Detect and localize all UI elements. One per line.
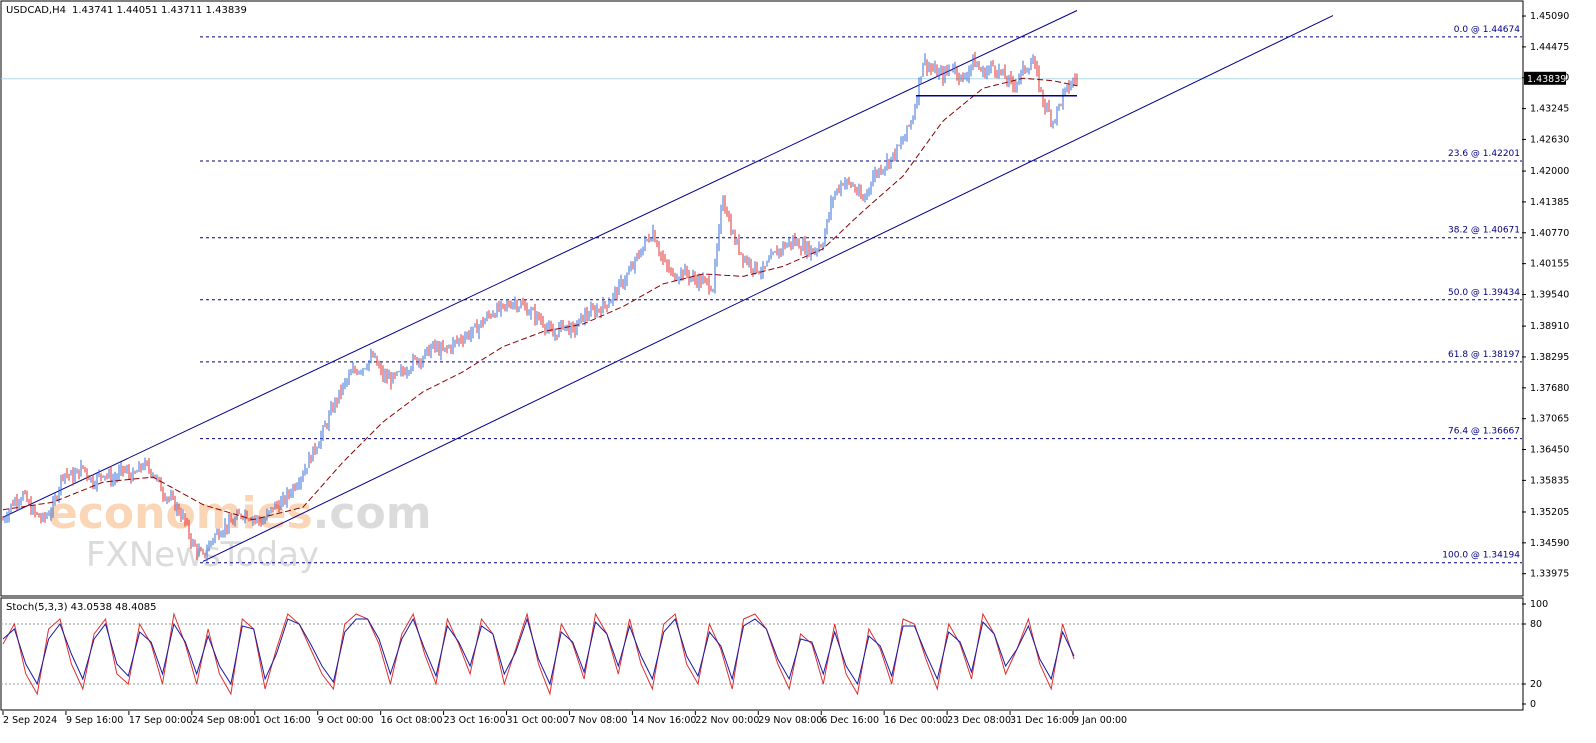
time-tick-label: 31 Oct 00:00: [507, 715, 569, 726]
price-tick-label: 1.37680: [1530, 383, 1569, 394]
watermark-economies: economies: [48, 488, 313, 539]
time-tick-label: 23 Dec 08:00: [947, 715, 1011, 726]
fib-level-label: 0.0 @ 1.44674: [1454, 25, 1521, 35]
price-tick-label: 1.39540: [1530, 289, 1569, 300]
stoch-panel-frame: [0, 597, 1524, 711]
time-tick-label: 31 Dec 16:00: [1010, 715, 1074, 726]
time-tick-label: 24 Sep 08:00: [192, 715, 255, 726]
current-price-tag: 1.43839: [1524, 71, 1566, 85]
time-tick-label: 16 Oct 08:00: [381, 715, 443, 726]
fib-level-label: 38.2 @ 1.40671: [1448, 226, 1520, 236]
time-tick-label: 7 Nov 08:00: [569, 715, 627, 726]
stoch-tick-label: 20: [1530, 679, 1542, 690]
channel-lower-line: [202, 15, 1334, 562]
price-tick-label: 1.42630: [1530, 134, 1569, 145]
stoch-tick-label: 100: [1530, 599, 1548, 610]
stochastic-oscillator: 100 80 20 0: [1, 599, 1548, 710]
watermark: economies.com FXNewsToday: [48, 488, 432, 575]
fibonacci-levels: 0.0 @ 1.44674 23.6 @ 1.42201 38.2 @ 1.4067…: [200, 25, 1522, 564]
watermark-dotcom: .com: [313, 488, 432, 539]
stoch-signal-line: [2, 617, 1075, 686]
time-tick-label: 6 Dec 16:00: [821, 715, 879, 726]
watermark-fxnewstoday: FXNewsToday: [86, 535, 319, 575]
stoch-tick-label: 0: [1530, 699, 1536, 710]
price-tick-label: 1.33975: [1530, 569, 1569, 580]
price-tick-label: 1.42000: [1530, 166, 1569, 177]
stoch-tick-label: 80: [1530, 619, 1542, 630]
price-bars: [2, 51, 1078, 562]
price-tick-label: 1.45090: [1530, 11, 1569, 22]
price-tick-label: 1.38910: [1530, 321, 1569, 332]
stoch-header: Stoch(5,3,3) 43.0538 48.4085: [6, 602, 157, 613]
price-channel: [2, 10, 1334, 562]
time-tick-label: 9 Jan 00:00: [1073, 715, 1127, 726]
time-tick-label: 2 Sep 2024: [3, 715, 57, 726]
time-tick-label: 1 Oct 16:00: [255, 715, 311, 726]
time-tick-label: 17 Sep 00:00: [129, 715, 192, 726]
price-tick-label: 1.41385: [1530, 197, 1569, 208]
stoch-main-line: [2, 612, 1075, 696]
price-tick-label: 1.40770: [1530, 228, 1569, 239]
price-tick-label: 1.44475: [1530, 42, 1569, 53]
price-tick-label: 1.40155: [1530, 259, 1569, 270]
time-tick-label: 29 Nov 08:00: [758, 715, 822, 726]
fib-level-label: 23.6 @ 1.42201: [1448, 149, 1520, 159]
time-tick-label: 14 Nov 16:00: [632, 715, 696, 726]
price-tick-label: 1.35205: [1530, 507, 1569, 518]
price-tick-label: 1.43245: [1530, 104, 1569, 115]
time-tick-label: 16 Dec 00:00: [884, 715, 948, 726]
moving-average: [2, 77, 1078, 521]
ma-line: [2, 77, 1078, 521]
symbol-label: USDCAD,H4: [6, 5, 66, 16]
channel-upper-line: [2, 10, 1078, 518]
time-tick-label: 9 Oct 00:00: [318, 715, 374, 726]
ohlc-label: 1.43741 1.44051 1.43711 1.43839: [72, 5, 247, 16]
chart-header: USDCAD,H4 1.43741 1.44051 1.43711 1.43839: [6, 5, 247, 16]
time-tick-label: 22 Nov 00:00: [695, 715, 759, 726]
time-tick-label: 9 Sep 16:00: [66, 715, 123, 726]
current-price-label: 1.43839: [1527, 74, 1566, 85]
svg-text:economies.com: economies.com: [48, 488, 432, 539]
price-tick-label: 1.36450: [1530, 445, 1569, 456]
main-panel-frame: [0, 0, 1524, 597]
time-tick-label: 23 Oct 16:00: [444, 715, 506, 726]
price-axis: 1.450901.444751.438601.432451.426301.420…: [1522, 11, 1569, 580]
fib-level-label: 61.8 @ 1.38197: [1448, 350, 1520, 360]
price-tick-label: 1.35835: [1530, 475, 1569, 486]
price-tick-label: 1.38295: [1530, 352, 1569, 363]
price-tick-label: 1.37065: [1530, 414, 1569, 425]
price-tick-label: 1.34590: [1530, 538, 1569, 549]
fib-level-label: 50.0 @ 1.39434: [1448, 288, 1520, 298]
time-axis: 2 Sep 2024 9 Sep 16:00 17 Sep 00:00 24 Sep …: [2, 711, 1127, 726]
fib-level-label: 76.4 @ 1.36667: [1448, 427, 1520, 437]
fib-level-label: 100.0 @ 1.34194: [1442, 551, 1520, 561]
